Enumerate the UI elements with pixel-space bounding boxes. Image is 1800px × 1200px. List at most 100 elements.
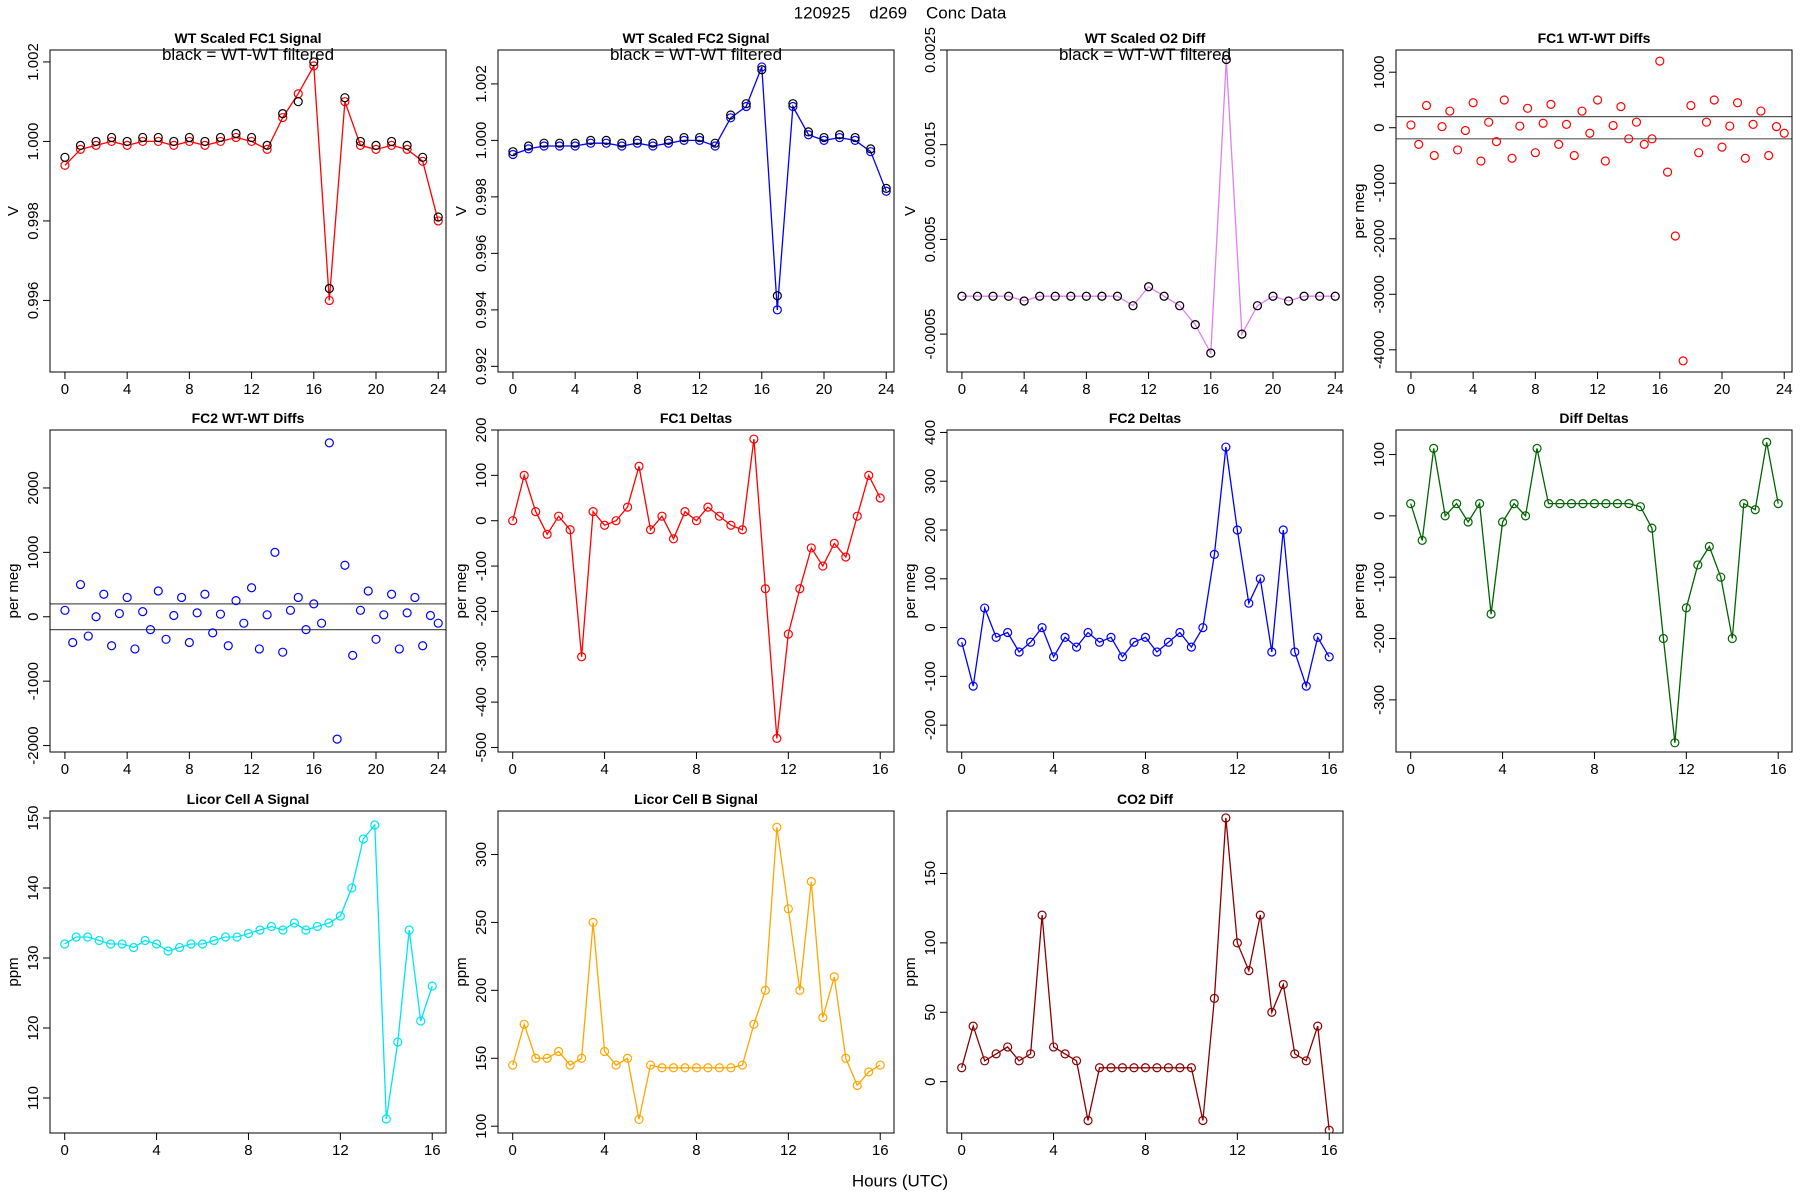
data-point	[1678, 356, 1688, 366]
x-axis-label: Hours (UTC)	[852, 1171, 948, 1190]
data-point	[122, 136, 132, 147]
panel: 0.996 0.998 1.000 1.002 0 4 8 12 16 20 24 WT Scaled…	[5, 30, 447, 398]
data-point	[1244, 966, 1254, 976]
data-point	[91, 136, 101, 147]
data-point	[1631, 117, 1642, 127]
data-point	[881, 186, 891, 196]
data-point	[1117, 1063, 1128, 1073]
data-point	[657, 1063, 667, 1073]
data-point	[1152, 647, 1162, 657]
data-point	[795, 584, 805, 594]
data-point	[1484, 117, 1494, 127]
data-point	[1491, 137, 1502, 147]
data-point	[1128, 301, 1138, 311]
data-point	[1716, 572, 1726, 582]
x-tick-label: 12	[780, 1142, 797, 1159]
x-tick-label: 4	[571, 381, 579, 398]
data-point	[1083, 1115, 1093, 1126]
annotation: black = WT-WT filtered	[610, 45, 782, 64]
data-point	[262, 144, 272, 154]
data-point	[386, 589, 397, 599]
panel-title: Licor Cell B Signal	[634, 791, 758, 807]
data-point	[1655, 56, 1665, 66]
data-point	[106, 136, 117, 147]
data-point	[601, 138, 611, 148]
data-point	[818, 1012, 828, 1023]
plot-area	[957, 813, 1334, 1133]
y-tick-label: 300	[922, 469, 939, 494]
y-tick-label: 0.0025	[922, 27, 939, 73]
data-point	[741, 101, 751, 112]
data-point	[129, 942, 139, 953]
data-point	[371, 634, 381, 644]
data-point	[1440, 511, 1450, 521]
data-point	[266, 921, 277, 932]
data-point	[1060, 632, 1070, 642]
data-point	[1452, 499, 1462, 509]
data-point	[347, 883, 357, 893]
data-point	[94, 935, 104, 946]
data-point	[803, 127, 814, 137]
data-point	[795, 985, 805, 995]
data-point	[757, 65, 767, 75]
data-point	[1209, 993, 1219, 1003]
y-tick-label: 300	[473, 842, 490, 867]
data-point	[1206, 348, 1216, 358]
data-point	[1497, 517, 1508, 527]
series-line	[961, 447, 1330, 689]
data-point	[1569, 150, 1579, 161]
data-point	[972, 291, 983, 301]
data-point	[324, 918, 334, 928]
data-point	[83, 631, 93, 641]
x-tick-label: 16	[753, 381, 770, 398]
data-point	[309, 599, 319, 609]
data-point	[1639, 139, 1649, 149]
data-point	[531, 507, 541, 517]
data-point	[703, 1063, 713, 1073]
plot-frame	[49, 49, 447, 373]
series-line	[64, 823, 433, 1120]
data-point	[262, 140, 272, 151]
plot-area	[60, 820, 437, 1124]
x-tick-label: 12	[332, 1142, 349, 1159]
data-point	[1507, 153, 1517, 163]
data-point	[1406, 499, 1416, 509]
data-point	[991, 632, 1001, 642]
data-point	[1140, 1063, 1151, 1073]
plot-area	[60, 438, 443, 744]
data-point	[348, 650, 358, 661]
data-point	[1048, 1042, 1059, 1052]
data-point	[324, 283, 334, 294]
data-point	[60, 152, 70, 162]
data-point	[710, 141, 720, 151]
x-tick-label: 20	[368, 381, 385, 398]
y-axis-label: per meg	[453, 563, 470, 618]
data-point	[220, 932, 231, 942]
data-point	[1163, 1063, 1174, 1073]
data-point	[645, 525, 656, 535]
y-axis-label: ppm	[453, 957, 470, 986]
panel: -2000 -1000 0 1000 2000 0 4 8 12 16 20 24 FC2 WT-WT …	[5, 410, 447, 778]
data-point	[668, 534, 679, 544]
data-point	[772, 822, 782, 832]
data-point	[703, 502, 713, 512]
data-point	[1475, 499, 1485, 509]
y-tick-label: -100	[1371, 562, 1388, 592]
data-point	[262, 610, 272, 620]
data-point	[957, 637, 967, 647]
data-point	[1026, 1049, 1036, 1059]
data-point	[726, 113, 736, 123]
data-point	[1117, 652, 1128, 662]
data-point	[1267, 1007, 1277, 1017]
panel: 0 50 100 150 0 4 8 12 16 CO2 Diff ppm	[902, 791, 1344, 1159]
y-tick-label: 120	[25, 1015, 42, 1040]
data-point	[1624, 499, 1634, 509]
plot-frame	[946, 810, 1344, 1134]
y-axis-label: per meg	[1351, 183, 1368, 238]
data-point	[1566, 499, 1577, 509]
data-point	[803, 130, 814, 140]
x-tick-label: 16	[1770, 761, 1787, 778]
data-point	[1221, 442, 1231, 452]
x-tick-label: 4	[1469, 381, 1477, 398]
x-tick-label: 12	[691, 381, 708, 398]
